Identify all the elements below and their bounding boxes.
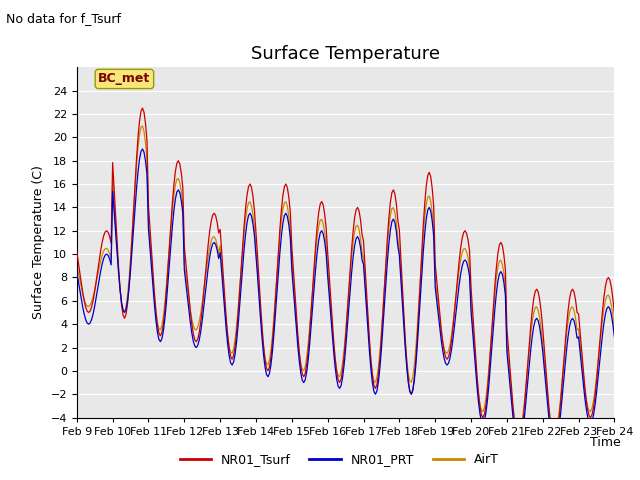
Text: No data for f_Tsurf: No data for f_Tsurf xyxy=(6,12,122,25)
Legend: NR01_Tsurf, NR01_PRT, AirT: NR01_Tsurf, NR01_PRT, AirT xyxy=(175,448,504,471)
Title: Surface Temperature: Surface Temperature xyxy=(251,45,440,63)
Text: Time: Time xyxy=(590,436,621,449)
Y-axis label: Surface Temperature (C): Surface Temperature (C) xyxy=(32,166,45,319)
Text: BC_met: BC_met xyxy=(99,72,150,85)
